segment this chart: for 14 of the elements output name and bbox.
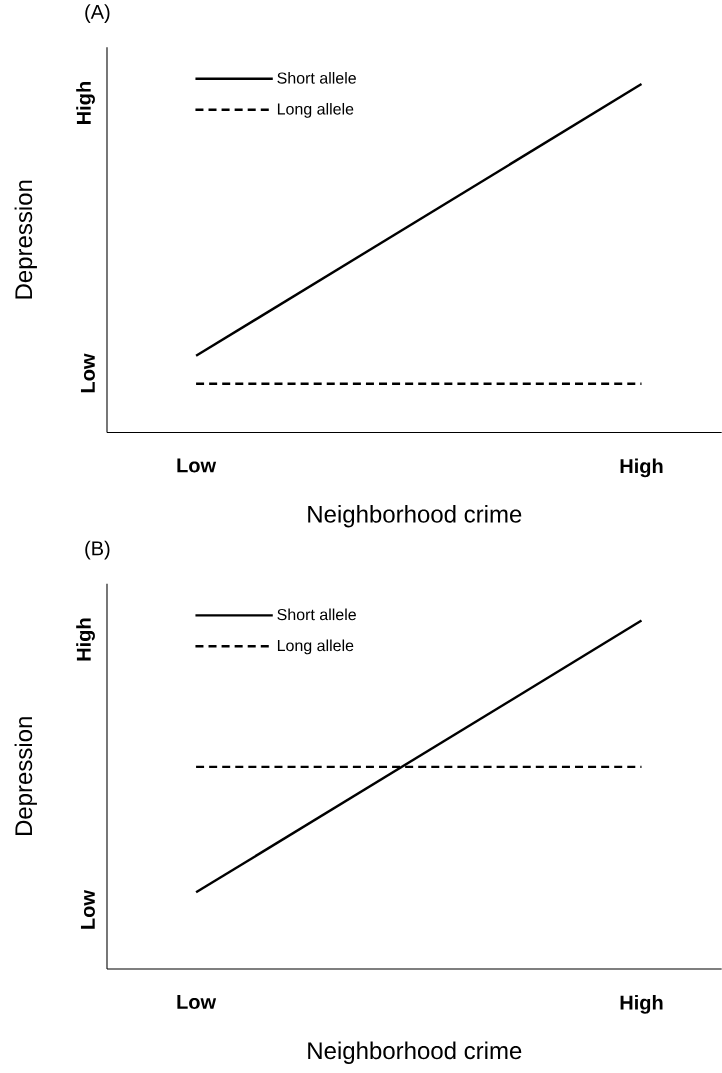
text: Low bbox=[80, 890, 95, 929]
text: Low bbox=[80, 353, 95, 393]
chart-title: (A) bbox=[85, 4, 110, 23]
x-axis-title: Neighborhood crime bbox=[308, 505, 522, 528]
legend-label: Long allele bbox=[277, 639, 354, 655]
chart-title: (B) bbox=[85, 540, 110, 560]
x-axis-title: Neighborhood crime bbox=[308, 1041, 522, 1064]
legend-label: Short allele bbox=[277, 72, 356, 84]
text: High bbox=[76, 618, 95, 661]
y-axis-title: Depression bbox=[14, 180, 37, 299]
y-axis-title: Depression bbox=[14, 717, 37, 836]
legend-label: Short allele bbox=[277, 608, 356, 621]
text: High bbox=[76, 82, 95, 124]
legend-label: Long allele bbox=[277, 102, 354, 118]
